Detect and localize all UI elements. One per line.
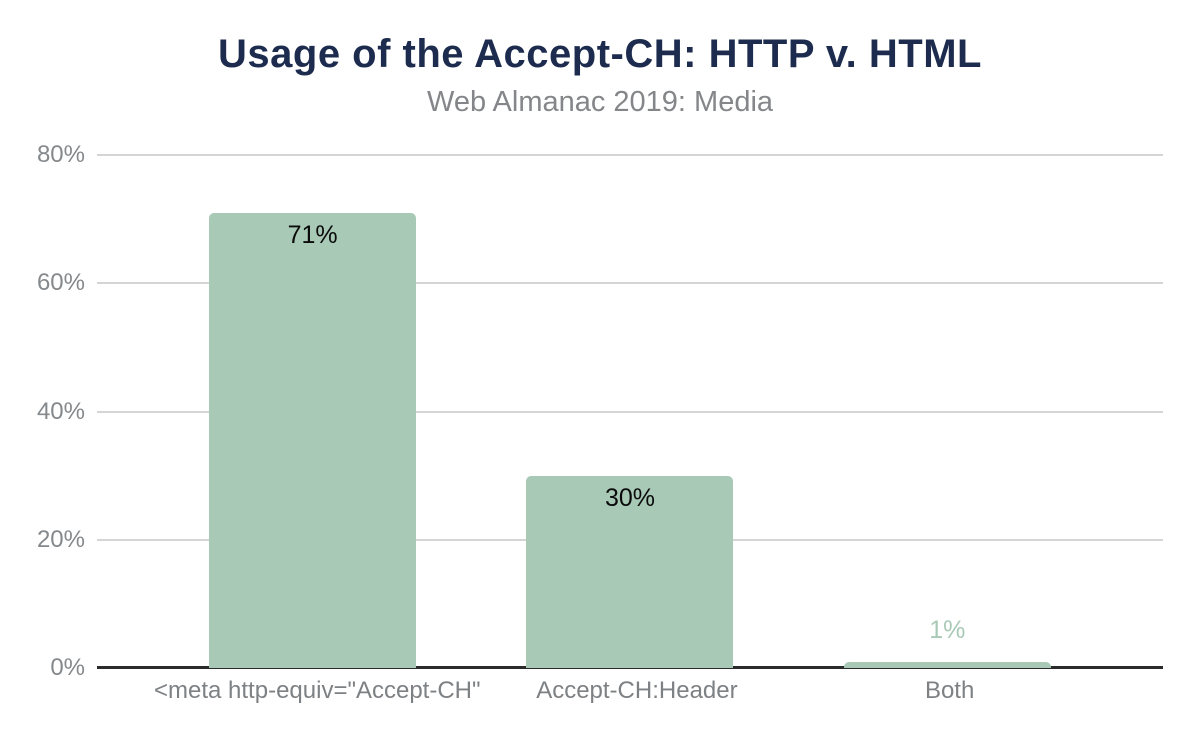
bar-band: 1%	[789, 155, 1106, 668]
gridline	[97, 154, 1163, 156]
x-axis-label: <meta http-equiv="Accept-CH"	[154, 677, 481, 704]
y-axis-label: 20%	[36, 525, 85, 553]
x-axis-band: Both	[793, 677, 1106, 706]
x-axis: <meta http-equiv="Accept-CH" Accept-CH:He…	[97, 677, 1163, 706]
bar-band: 30%	[471, 155, 788, 668]
bar-value-label: 30%	[604, 483, 655, 512]
y-axis-label: 0%	[50, 654, 85, 681]
bar-value-label: 1%	[929, 615, 966, 644]
bar-0[interactable]: 71%	[209, 212, 417, 668]
y-axis-label: 40%	[36, 397, 85, 425]
x-axis-band: Accept-CH:Header	[481, 677, 794, 706]
x-axis-band: <meta http-equiv="Accept-CH"	[154, 677, 481, 706]
y-axis-label: 60%	[36, 269, 85, 297]
plot-area: 71% 30% 1%	[97, 154, 1163, 669]
x-axis-label: Both	[924, 677, 975, 704]
y-axis-label: 80%	[36, 141, 85, 168]
chart-subtitle: Web Almanac 2019: Media	[426, 86, 774, 118]
bar-band: 71%	[154, 155, 471, 668]
bar-1[interactable]: 30%	[526, 475, 734, 668]
bar-2[interactable]: 1%	[843, 617, 1051, 668]
x-axis-label: Accept-CH:Header	[536, 677, 738, 704]
gridline	[97, 282, 1163, 285]
chart-title: Usage of the Accept-CH: HTTP v. HTML	[218, 32, 982, 76]
gridline	[97, 410, 1163, 413]
bars-container: 71% 30% 1%	[97, 155, 1163, 668]
bar-value-label: 71%	[287, 220, 338, 249]
